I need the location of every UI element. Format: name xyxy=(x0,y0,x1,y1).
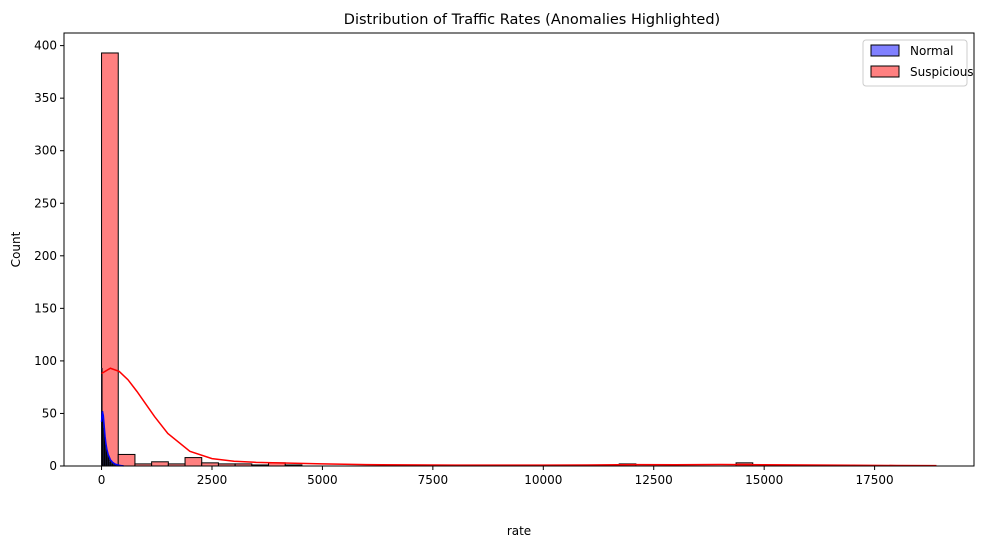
kde-line-suspicious xyxy=(101,367,937,467)
x-tick-label: 0 xyxy=(98,473,106,487)
bar-suspicious xyxy=(184,457,203,467)
x-axis-label: rate xyxy=(507,524,531,538)
x-tick-label: 7500 xyxy=(418,473,449,487)
y-tick-label: 300 xyxy=(34,144,57,158)
bar-suspicious xyxy=(151,461,169,467)
y-tick-label: 0 xyxy=(49,459,57,473)
y-tick-label: 200 xyxy=(34,249,57,263)
plot-area xyxy=(100,52,937,467)
legend-label-normal: Normal xyxy=(910,44,953,58)
y-tick-label: 150 xyxy=(34,301,57,315)
legend-swatch-normal xyxy=(870,44,900,57)
y-tick-label: 350 xyxy=(34,91,57,105)
y-tick-label: 100 xyxy=(34,354,57,368)
chart-title: Distribution of Traffic Rates (Anomalies… xyxy=(344,12,720,28)
x-tick-label: 15000 xyxy=(745,473,783,487)
x-tick-label: 17500 xyxy=(856,473,894,487)
y-tick-label: 250 xyxy=(34,196,57,210)
kde-line-normal xyxy=(100,411,124,467)
bar-suspicious xyxy=(101,52,119,467)
legend-swatch-suspicious xyxy=(870,65,900,78)
y-axis: 0 50 100 150 200 250 300 350 400 xyxy=(34,39,64,473)
y-axis-label: Count xyxy=(9,231,23,267)
x-tick-label: 2500 xyxy=(197,473,228,487)
x-tick-label: 12500 xyxy=(635,473,673,487)
x-axis: 0 2500 5000 7500 10000 12500 15000 17500 xyxy=(98,466,894,487)
y-tick-label: 50 xyxy=(42,406,57,420)
plot-frame xyxy=(63,32,975,467)
legend-label-suspicious: Suspicious xyxy=(910,65,974,79)
bar-suspicious xyxy=(117,453,136,467)
legend: Normal Suspicious xyxy=(862,39,974,87)
x-tick-label: 10000 xyxy=(524,473,562,487)
y-tick-label: 400 xyxy=(34,39,57,53)
x-tick-label: 5000 xyxy=(307,473,338,487)
